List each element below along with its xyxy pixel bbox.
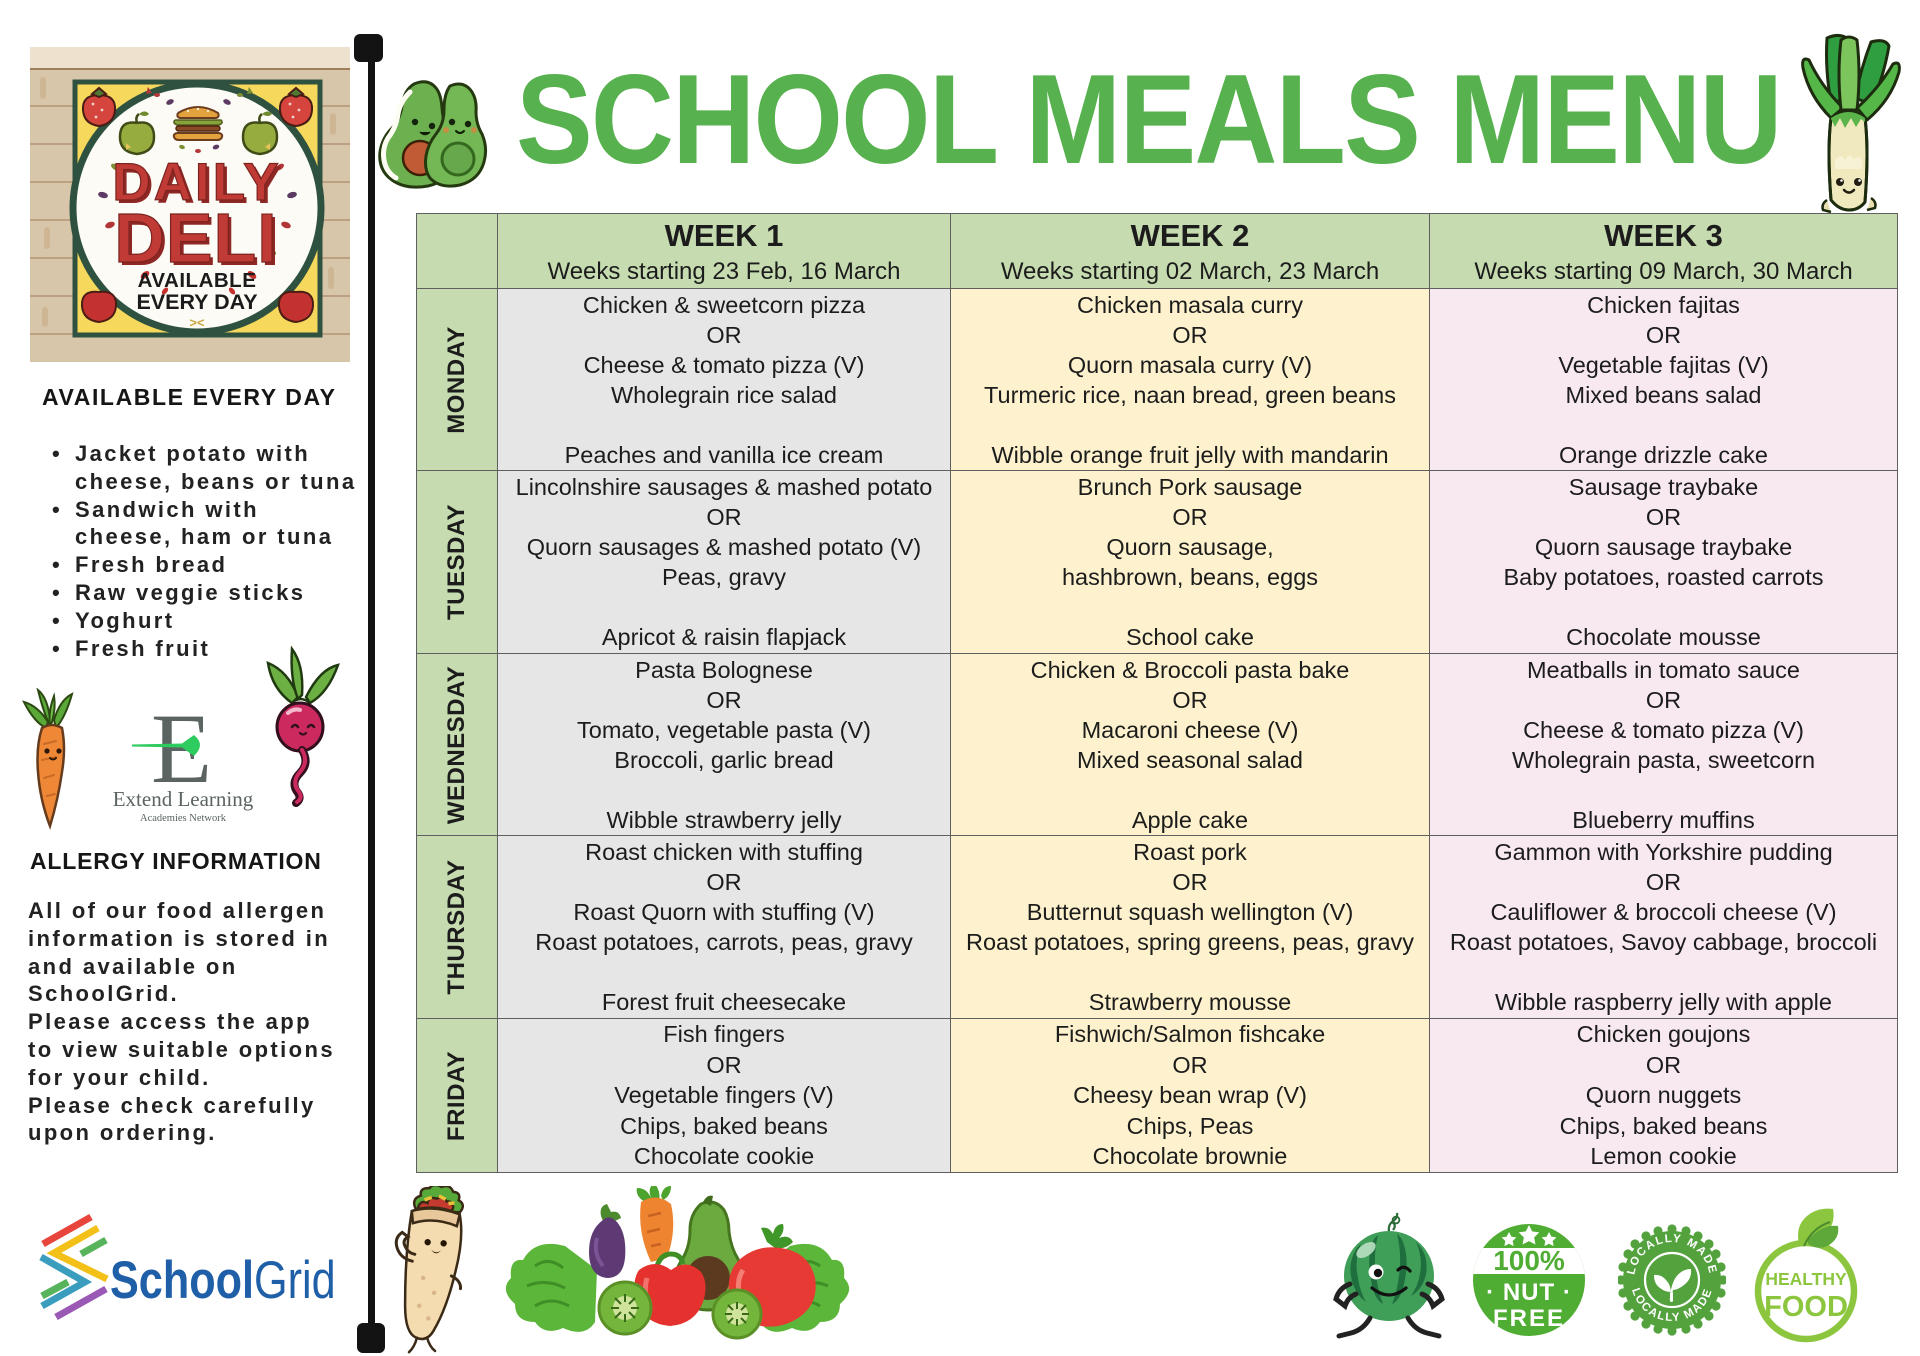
svg-text:E: E [151, 700, 212, 804]
svg-text:AVAILABLE: AVAILABLE [138, 269, 257, 292]
svg-text:EVERY DAY: EVERY DAY [136, 290, 257, 314]
svg-text:HEALTHY: HEALTHY [1765, 1269, 1847, 1289]
svg-text:Academies Network: Academies Network [140, 813, 227, 824]
svg-text:100%: 100% [1493, 1245, 1565, 1276]
svg-text:DAILY: DAILY [115, 156, 284, 215]
svg-text:· NUT ·: · NUT · [1486, 1279, 1572, 1306]
svg-text:><: >< [189, 315, 205, 330]
svg-text:Extend Learning: Extend Learning [113, 787, 254, 811]
svg-text:FOOD: FOOD [1764, 1291, 1848, 1323]
svg-text:FREE: FREE [1493, 1305, 1565, 1332]
svg-text:DELI: DELI [114, 199, 277, 277]
svg-text:DAILY: DAILY [112, 153, 281, 212]
svg-text:DELI: DELI [117, 202, 280, 280]
